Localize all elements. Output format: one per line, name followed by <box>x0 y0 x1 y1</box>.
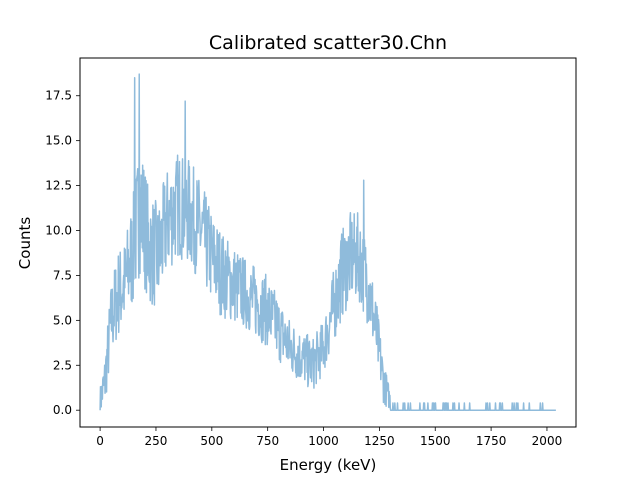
x-tick-label: 1250 <box>364 434 395 448</box>
x-tick-label: 1500 <box>420 434 451 448</box>
y-tick-label: 5.0 <box>53 313 72 327</box>
y-tick-label: 15.0 <box>45 134 72 148</box>
y-axis: 0.0 2.5 5.0 7.5 10.0 12.5 15.0 17.5 <box>45 89 80 417</box>
x-tick-label: 1000 <box>308 434 339 448</box>
x-tick-label: 0 <box>96 434 104 448</box>
y-tick-label: 17.5 <box>45 89 72 103</box>
plot-frame <box>79 57 577 428</box>
x-tick-label: 750 <box>256 434 279 448</box>
y-tick-label: 12.5 <box>45 179 72 193</box>
y-tick-label: 10.0 <box>45 224 72 238</box>
plot-area: 0 250 500 750 1000 1250 1500 1750 2000 0.0 2.5 5.0… <box>45 57 577 448</box>
x-tick-label: 2000 <box>532 434 563 448</box>
y-tick-label: 7.5 <box>53 268 72 282</box>
x-tick-label: 1750 <box>476 434 507 448</box>
x-tick-label: 250 <box>145 434 168 448</box>
y-tick-label: 2.5 <box>53 358 72 372</box>
series-line-scatter30 <box>99 73 557 411</box>
x-axis-label: Energy (keV) <box>280 456 377 474</box>
y-tick-label: 0.0 <box>53 403 72 417</box>
y-axis-label: Counts <box>16 217 34 270</box>
chart-title: Calibrated scatter30.Chn <box>209 32 447 54</box>
x-axis: 0 250 500 750 1000 1250 1500 1750 2000 <box>96 427 562 448</box>
x-tick-label: 500 <box>200 434 223 448</box>
